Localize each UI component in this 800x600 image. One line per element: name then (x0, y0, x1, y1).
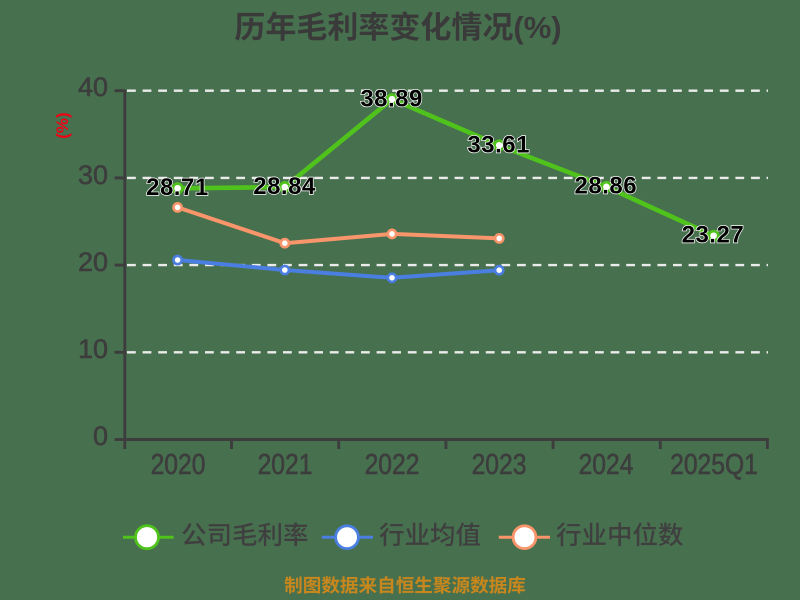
svg-text:28.71: 28.71 (146, 174, 209, 201)
svg-text:38.89: 38.89 (360, 85, 423, 112)
svg-text:23.27: 23.27 (682, 222, 745, 249)
svg-text:33.61: 33.61 (467, 131, 530, 158)
svg-text:28.86: 28.86 (575, 173, 638, 200)
svg-text:28.84: 28.84 (253, 173, 316, 200)
